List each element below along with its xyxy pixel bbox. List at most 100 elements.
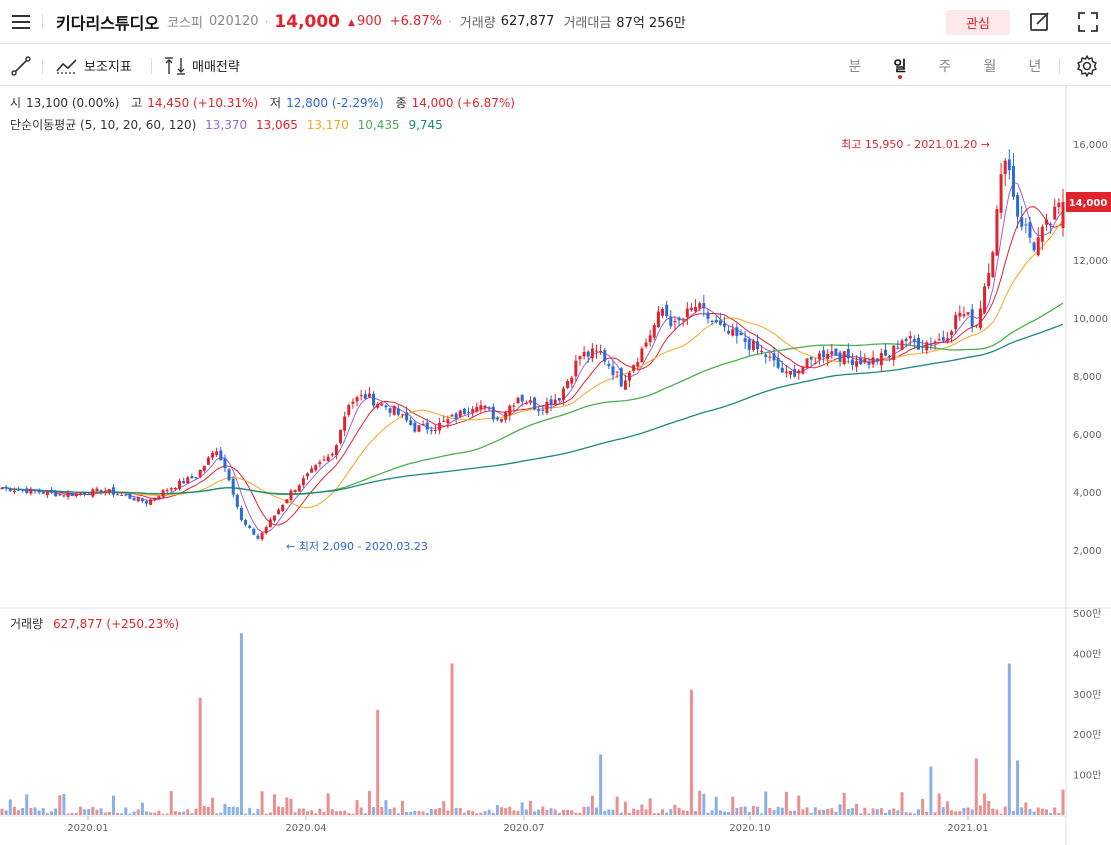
candle-body <box>516 397 520 404</box>
candle <box>603 348 607 365</box>
volume-bar <box>925 811 929 815</box>
candle-body <box>533 397 537 410</box>
candle-body <box>479 405 483 410</box>
candle-body <box>933 341 937 344</box>
candle-body <box>557 398 561 401</box>
candle-body <box>950 331 954 336</box>
price-chart[interactable]: 16,000 14,000 12,000 10,000 8,000 6,000 4,000 2… <box>0 86 1111 845</box>
volume-bar <box>8 799 12 815</box>
volume-bar <box>248 807 252 815</box>
volume-info: 거래량 627,877 (+250.23%) <box>10 615 179 632</box>
candle-body <box>206 457 210 465</box>
candle <box>863 353 867 365</box>
volume-bar <box>524 809 528 815</box>
draw-tool-button[interactable] <box>10 45 38 86</box>
candle <box>764 352 768 364</box>
candle-body <box>264 527 268 534</box>
candle-body <box>917 337 921 350</box>
volume-bar <box>978 805 982 815</box>
candle <box>710 319 714 326</box>
settings-gear-icon[interactable] <box>1075 54 1099 78</box>
candle <box>454 411 458 423</box>
volume-bar <box>888 809 892 815</box>
volume-bar <box>54 808 58 815</box>
candle <box>322 455 326 462</box>
divider <box>42 13 43 30</box>
candle-body <box>743 338 747 342</box>
candle <box>698 301 702 312</box>
candle <box>347 403 351 418</box>
volume-bar <box>628 812 632 815</box>
candle <box>789 371 793 379</box>
volume-bar <box>991 808 995 815</box>
volume-bar <box>1049 812 1053 815</box>
candle <box>549 395 553 412</box>
volume-bar <box>516 810 520 815</box>
volume-bar <box>235 807 239 815</box>
menu-button[interactable] <box>0 0 42 44</box>
candle <box>1003 157 1007 187</box>
volume-bar <box>665 812 669 815</box>
candle <box>925 340 929 355</box>
volume-bar <box>999 813 1003 815</box>
volume-bar <box>103 812 107 815</box>
candle <box>0 486 4 490</box>
volume-bar <box>330 809 334 815</box>
candle <box>652 322 656 341</box>
period-minute[interactable]: 분 <box>848 58 862 75</box>
candle-body <box>801 367 805 374</box>
volume-bar <box>487 809 491 815</box>
candle-body <box>842 351 846 365</box>
volume-bar <box>545 810 549 815</box>
indicator-button[interactable]: 보조지표 <box>56 45 132 86</box>
candle-body <box>132 498 136 501</box>
candle-body <box>570 377 574 384</box>
candle <box>351 398 355 409</box>
candle-body <box>789 371 793 375</box>
up-triangle-icon: ▲ <box>348 18 355 28</box>
candle-body <box>1011 165 1015 197</box>
fullscreen-icon[interactable] <box>1076 10 1100 34</box>
volume-bar <box>520 802 524 815</box>
volume-bar <box>376 709 380 815</box>
volume-bar <box>867 813 871 815</box>
period-week[interactable]: 주 <box>938 58 952 75</box>
candle <box>516 396 520 405</box>
candle-body <box>875 358 879 362</box>
candle-body <box>62 495 66 497</box>
candle <box>636 357 640 371</box>
candle <box>450 413 454 417</box>
candle-body <box>227 469 231 481</box>
candle <box>380 402 384 407</box>
volume-tick-label: 300만 <box>1073 689 1101 701</box>
volume-bar <box>607 809 611 815</box>
period-year[interactable]: 년 <box>1028 58 1042 75</box>
high-annotation: 최고 15,950 - 2021.01.20 → <box>841 138 990 151</box>
period-day[interactable]: 일 <box>885 45 915 86</box>
stock-name[interactable]: 키다리스튜디오 <box>56 13 160 33</box>
candle <box>211 450 215 461</box>
candle <box>1020 205 1024 231</box>
candle-body <box>755 341 759 350</box>
volume-bar <box>343 810 347 815</box>
edit-icon[interactable] <box>1028 10 1052 34</box>
candle-body <box>8 488 12 491</box>
candle-body <box>578 356 582 360</box>
volume-bar <box>958 811 962 815</box>
period-month[interactable]: 월 <box>983 58 997 75</box>
volume-bar <box>289 798 293 815</box>
volume-bar <box>211 797 215 815</box>
candle <box>917 334 921 350</box>
candle <box>520 394 524 407</box>
candle <box>685 302 689 326</box>
ma60-line <box>2 302 1064 496</box>
volume-bar <box>528 800 532 815</box>
favorite-button[interactable]: 관심 <box>946 10 1010 35</box>
strategy-button[interactable]: 매매전략 <box>164 45 240 86</box>
volume-bar <box>475 813 479 815</box>
volume-bar <box>863 807 867 815</box>
volume-bar <box>784 791 788 815</box>
candle <box>363 390 367 400</box>
volume-bar <box>698 790 702 815</box>
candle-body <box>722 323 726 327</box>
